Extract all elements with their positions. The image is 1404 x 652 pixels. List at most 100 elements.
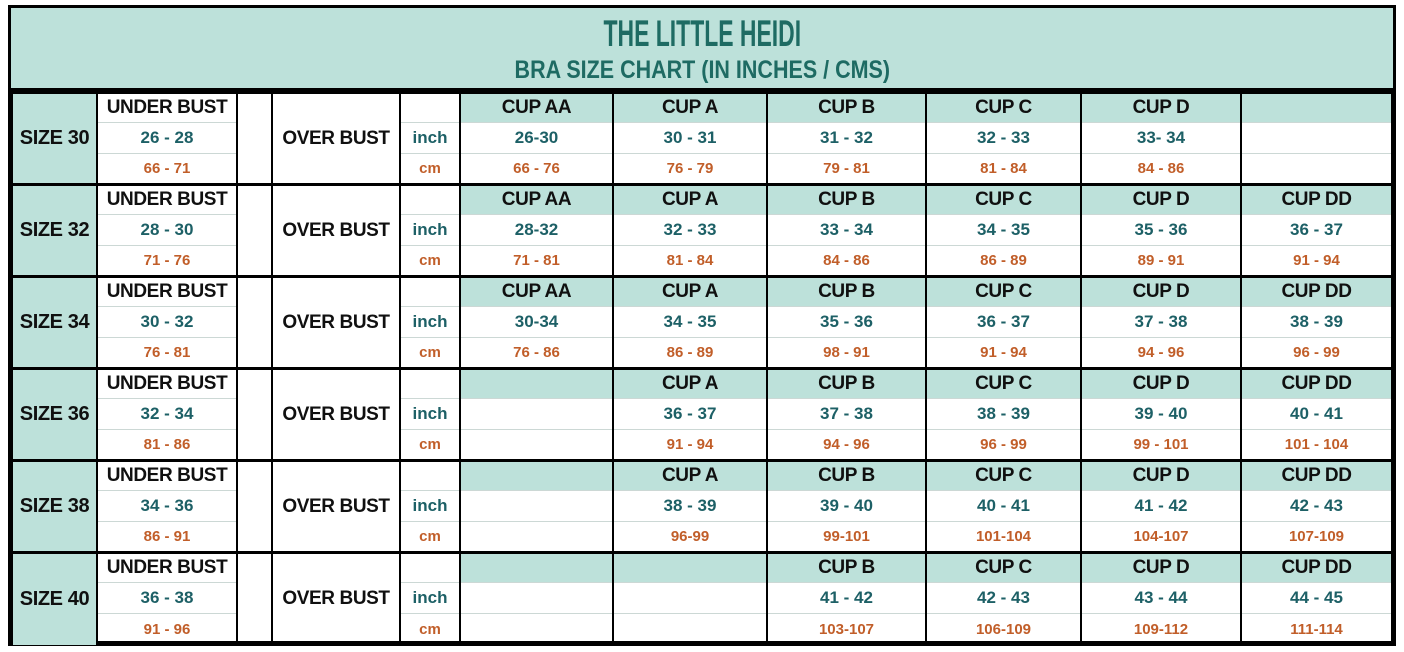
unit-blank-cell bbox=[399, 183, 461, 215]
cup-cm-value-cell: 96 - 99 bbox=[925, 429, 1082, 461]
spacer-cell bbox=[236, 551, 273, 645]
spacer-cell bbox=[236, 367, 273, 461]
cup-header-cell: CUP DD bbox=[1240, 459, 1393, 491]
cup-cm-value-cell: 94 - 96 bbox=[1080, 337, 1242, 369]
size-label-cell: SIZE 40 bbox=[11, 551, 98, 645]
cup-cm-value-cell: 86 - 89 bbox=[925, 245, 1082, 277]
cup-inch-value-cell: 31 - 32 bbox=[766, 122, 927, 154]
cup-cm-value-cell: 91 - 94 bbox=[1240, 245, 1393, 277]
cup-header-cell: CUP C bbox=[925, 91, 1082, 123]
cup-inch-value-cell: 41 - 42 bbox=[766, 582, 927, 614]
cup-inch-value-cell: 37 - 38 bbox=[766, 398, 927, 430]
cup-cm-value-cell bbox=[459, 521, 614, 553]
under-bust-inch-cell: 36 - 38 bbox=[96, 582, 238, 614]
cup-inch-value-cell: 33 - 34 bbox=[766, 214, 927, 246]
cup-inch-value-cell: 39 - 40 bbox=[766, 490, 927, 522]
cup-inch-value-cell bbox=[612, 582, 768, 614]
cup-cm-value-cell: 111-114 bbox=[1240, 613, 1393, 645]
under-bust-cm-cell: 76 - 81 bbox=[96, 337, 238, 369]
over-bust-label-cell: OVER BUST bbox=[271, 275, 401, 369]
cup-header-cell: CUP C bbox=[925, 367, 1082, 399]
cup-header-cell: CUP A bbox=[612, 91, 768, 123]
chart-table-body: SIZE 30 UNDER BUST OVER BUST CUP AA CUP … bbox=[11, 91, 1393, 645]
cup-cm-value-cell: 89 - 91 bbox=[1080, 245, 1242, 277]
under-bust-cm-cell: 91 - 96 bbox=[96, 613, 238, 645]
cup-inch-value-cell bbox=[459, 398, 614, 430]
size-label-cell: SIZE 30 bbox=[11, 91, 98, 185]
over-bust-label-cell: OVER BUST bbox=[271, 551, 401, 645]
size-label-cell: SIZE 36 bbox=[11, 367, 98, 461]
cm-unit-cell: cm bbox=[399, 429, 461, 461]
cup-header-cell: CUP C bbox=[925, 275, 1082, 307]
cup-cm-value-cell: 109-112 bbox=[1080, 613, 1242, 645]
cup-header-cell bbox=[459, 459, 614, 491]
cup-cm-value-cell: 84 - 86 bbox=[766, 245, 927, 277]
cup-header-cell: CUP D bbox=[1080, 183, 1242, 215]
chart-title-block: THE LITTLE HEIDI BRA SIZE CHART (IN INCH… bbox=[11, 8, 1393, 91]
under-bust-inch-cell: 26 - 28 bbox=[96, 122, 238, 154]
bra-size-chart-sheet: THE LITTLE HEIDI BRA SIZE CHART (IN INCH… bbox=[8, 5, 1396, 646]
cup-cm-value-cell: 71 - 81 bbox=[459, 245, 614, 277]
cm-unit-cell: cm bbox=[399, 521, 461, 553]
cup-cm-value-cell bbox=[459, 613, 614, 645]
cup-inch-value-cell: 40 - 41 bbox=[1240, 398, 1393, 430]
inch-unit-cell: inch bbox=[399, 214, 461, 246]
cup-cm-value-cell: 101 - 104 bbox=[1240, 429, 1393, 461]
cup-header-cell: CUP A bbox=[612, 183, 768, 215]
under-bust-cm-cell: 86 - 91 bbox=[96, 521, 238, 553]
inch-unit-cell: inch bbox=[399, 306, 461, 338]
cup-inch-value-cell: 30-34 bbox=[459, 306, 614, 338]
cup-cm-value-cell bbox=[612, 613, 768, 645]
cm-unit-cell: cm bbox=[399, 613, 461, 645]
cup-inch-value-cell: 38 - 39 bbox=[612, 490, 768, 522]
cup-header-cell: CUP C bbox=[925, 551, 1082, 583]
cup-cm-value-cell: 103-107 bbox=[766, 613, 927, 645]
cup-inch-value-cell: 32 - 33 bbox=[925, 122, 1082, 154]
cup-header-cell: CUP DD bbox=[1240, 275, 1393, 307]
cm-unit-cell: cm bbox=[399, 245, 461, 277]
spacer-cell bbox=[236, 183, 273, 277]
cup-header-cell: CUP B bbox=[766, 183, 927, 215]
chart-subtitle: BRA SIZE CHART (IN INCHES / CMS) bbox=[11, 56, 1393, 84]
cup-cm-value-cell: 91 - 94 bbox=[612, 429, 768, 461]
size-label-cell: SIZE 38 bbox=[11, 459, 98, 553]
cup-header-cell: CUP A bbox=[612, 275, 768, 307]
cup-header-cell: CUP DD bbox=[1240, 551, 1393, 583]
under-bust-header-cell: UNDER BUST bbox=[96, 551, 238, 583]
cup-inch-value-cell: 43 - 44 bbox=[1080, 582, 1242, 614]
cup-header-cell: CUP A bbox=[612, 459, 768, 491]
cup-inch-value-cell: 34 - 35 bbox=[612, 306, 768, 338]
cup-header-cell bbox=[459, 367, 614, 399]
spacer-cell bbox=[236, 275, 273, 369]
cup-header-cell: CUP A bbox=[612, 367, 768, 399]
cup-cm-value-cell: 84 - 86 bbox=[1080, 153, 1242, 185]
cup-header-cell: CUP C bbox=[925, 183, 1082, 215]
cup-header-cell: CUP D bbox=[1080, 551, 1242, 583]
over-bust-label-cell: OVER BUST bbox=[271, 91, 401, 185]
inch-unit-cell: inch bbox=[399, 122, 461, 154]
cup-header-cell: CUP B bbox=[766, 367, 927, 399]
cup-inch-value-cell: 26-30 bbox=[459, 122, 614, 154]
cup-inch-value-cell: 36 - 37 bbox=[1240, 214, 1393, 246]
cm-unit-cell: cm bbox=[399, 153, 461, 185]
cup-header-cell: CUP D bbox=[1080, 275, 1242, 307]
cup-cm-value-cell: 101-104 bbox=[925, 521, 1082, 553]
chart-title-text: THE LITTLE HEIDI bbox=[603, 13, 801, 54]
under-bust-header-cell: UNDER BUST bbox=[96, 459, 238, 491]
cup-header-cell: CUP B bbox=[766, 551, 927, 583]
cm-unit-cell: cm bbox=[399, 337, 461, 369]
inch-unit-cell: inch bbox=[399, 398, 461, 430]
chart-subtitle-text: BRA SIZE CHART (IN INCHES / CMS) bbox=[514, 56, 890, 84]
cup-header-cell: CUP D bbox=[1080, 367, 1242, 399]
cup-cm-value-cell: 81 - 84 bbox=[925, 153, 1082, 185]
cup-inch-value-cell: 30 - 31 bbox=[612, 122, 768, 154]
cup-inch-value-cell: 42 - 43 bbox=[925, 582, 1082, 614]
size-label-cell: SIZE 32 bbox=[11, 183, 98, 277]
cup-inch-value-cell: 37 - 38 bbox=[1080, 306, 1242, 338]
unit-blank-cell bbox=[399, 551, 461, 583]
cup-inch-value-cell: 35 - 36 bbox=[1080, 214, 1242, 246]
cup-inch-value-cell: 36 - 37 bbox=[925, 306, 1082, 338]
cup-cm-value-cell: 96-99 bbox=[612, 521, 768, 553]
cup-cm-value-cell: 107-109 bbox=[1240, 521, 1393, 553]
chart-title: THE LITTLE HEIDI bbox=[11, 14, 1393, 54]
